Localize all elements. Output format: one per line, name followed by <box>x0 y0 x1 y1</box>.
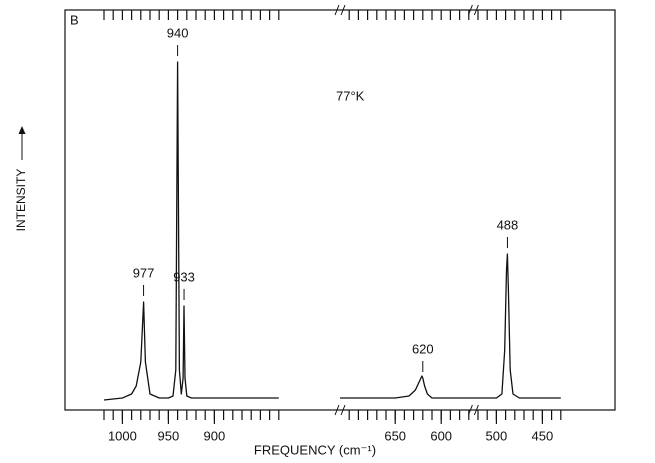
x-tick-label: 600 <box>430 428 452 443</box>
temperature-note: 77°K <box>336 88 365 103</box>
peak-label: 488 <box>497 217 519 232</box>
x-tick-label: 950 <box>158 428 180 443</box>
x-tick-label: 650 <box>384 428 406 443</box>
x-tick-label: 450 <box>532 428 554 443</box>
axis-break <box>334 404 346 416</box>
x-tick-label: 1000 <box>108 428 137 443</box>
x-axis-label: FREQUENCY (cm⁻¹) <box>254 442 376 457</box>
spectrum-line <box>103 61 561 401</box>
axis-break <box>334 4 346 16</box>
panel-label: B <box>70 12 79 27</box>
y-axis-label: INTENSITY <box>14 169 28 232</box>
axis-break <box>467 4 479 16</box>
peak-label: 940 <box>167 25 189 40</box>
peak-label: 933 <box>173 269 195 284</box>
plot-frame <box>64 9 616 411</box>
x-tick-label: 900 <box>204 428 226 443</box>
peak-label: 977 <box>133 265 155 280</box>
axis-break <box>467 404 479 416</box>
peak-label: 620 <box>412 341 434 356</box>
y-axis-arrow <box>18 126 26 160</box>
x-tick-label: 500 <box>486 428 508 443</box>
